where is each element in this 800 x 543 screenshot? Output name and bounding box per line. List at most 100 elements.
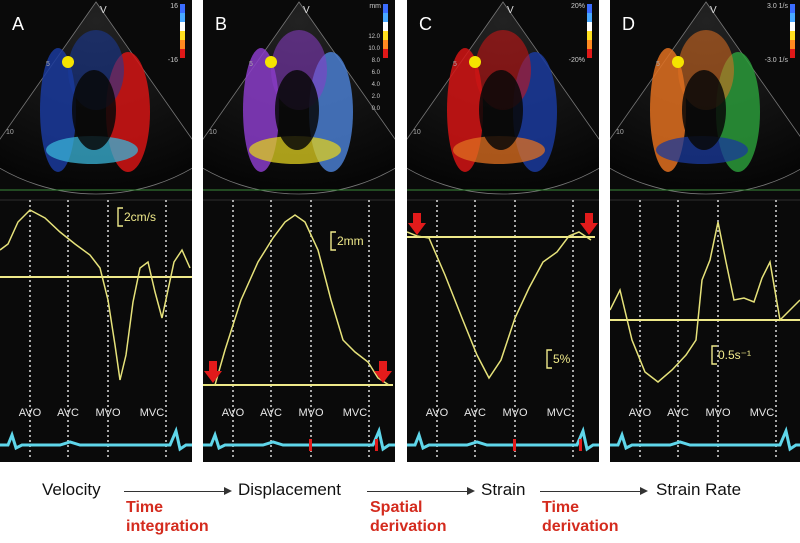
event-label-mvc: MVC	[750, 407, 775, 419]
myocardium-base	[46, 136, 138, 164]
scale-swatch-0	[383, 4, 388, 13]
operation-1-line-2: integration	[126, 518, 209, 535]
flow-step-displacement: Displacement	[238, 480, 341, 499]
ecg-trace	[0, 426, 192, 452]
calibration-bracket	[711, 345, 717, 365]
scale-top-label: 20%	[571, 3, 585, 10]
scale-swatch-1	[587, 13, 592, 22]
amplitude-label: 2cm/s	[124, 210, 156, 224]
apex-label: V	[507, 5, 514, 16]
scale-bottom-label: -20%	[569, 57, 585, 64]
scale-swatch-3	[587, 31, 592, 40]
scale-value-2: 8.0	[372, 58, 381, 64]
red-arrow-0	[204, 361, 222, 383]
operation-time-derivation: Time derivation	[542, 498, 618, 536]
scale-value-5: 2.0	[372, 94, 381, 100]
scale-swatch-5	[180, 49, 185, 58]
scale-top-label: mm	[369, 3, 381, 10]
scale-swatch-4	[180, 40, 185, 49]
ecg-trace	[407, 426, 599, 452]
event-label-avc: AVC	[464, 407, 486, 419]
deformation-curve	[203, 214, 390, 386]
ecg-marker-mvo	[513, 439, 516, 451]
myocardium-base	[656, 136, 748, 164]
scale-value-6: 0.0	[372, 106, 381, 112]
red-arrow-1	[374, 361, 392, 383]
flow-arrow-2	[367, 491, 467, 492]
event-label-mvo: MVO	[95, 407, 121, 419]
deformation-curve	[0, 209, 191, 381]
scale-swatch-4	[383, 40, 388, 49]
event-label-avc: AVC	[57, 407, 79, 419]
event-label-avo: AVO	[426, 407, 449, 419]
scale-top-label: 16	[170, 3, 178, 10]
operation-2-line-2: derivation	[370, 518, 447, 535]
flow-arrow-3-head	[640, 487, 648, 495]
operation-3-line-2: derivation	[542, 518, 619, 535]
deformation-curve	[407, 231, 592, 380]
scale-swatch-4	[587, 40, 592, 49]
sample-marker	[265, 56, 277, 68]
event-label-mvo: MVO	[298, 407, 324, 419]
scale-swatch-2	[383, 22, 388, 31]
ecg-trace	[610, 426, 800, 452]
scale-swatch-2	[180, 22, 185, 31]
scale-swatch-2	[790, 22, 795, 31]
calibration-bracket	[330, 231, 336, 251]
event-label-mvo: MVO	[705, 407, 731, 419]
scale-top-label: 3.0 1/s	[767, 3, 789, 10]
flow-arrow-1-head	[224, 487, 232, 495]
depth-mark-10: 10	[209, 129, 217, 136]
amplitude-label: 0.5s⁻¹	[718, 348, 751, 362]
scale-swatch-4	[790, 40, 795, 49]
flow-step-strain: Strain	[481, 480, 526, 499]
panel-a: A V 16 -16 5 10 AVO AVC MVO MVC 2cm/s	[0, 0, 192, 462]
sample-marker	[672, 56, 684, 68]
scale-bottom-label: -16	[168, 57, 178, 64]
scale-swatch-1	[383, 13, 388, 22]
ecg-marker-mvc	[579, 439, 582, 451]
red-arrow-0	[408, 213, 426, 235]
scale-swatch-0	[180, 4, 185, 13]
scale-swatch-5	[587, 49, 592, 58]
apex-label: V	[303, 5, 310, 16]
scale-swatch-1	[790, 13, 795, 22]
operation-time-integration: Time integration	[126, 498, 209, 536]
event-label-mvo: MVO	[502, 407, 528, 419]
scale-value-1: 10.0	[368, 46, 380, 52]
event-label-avo: AVO	[19, 407, 42, 419]
ventricle-cavity	[275, 70, 319, 150]
scale-swatch-3	[383, 31, 388, 40]
scale-swatch-0	[790, 4, 795, 13]
sample-marker	[469, 56, 481, 68]
flow-arrow-2-head	[467, 487, 475, 495]
calibration-bracket	[117, 207, 123, 227]
depth-mark-5: 5	[46, 61, 50, 68]
amplitude-label: 2mm	[337, 234, 364, 248]
ventricle-cavity	[682, 70, 726, 150]
scale-swatch-2	[587, 22, 592, 31]
operation-spatial-derivation: Spatial derivation	[370, 498, 446, 536]
scale-bottom-label: -3.0 1/s	[765, 57, 789, 64]
ventricle-cavity	[72, 70, 116, 150]
ventricle-cavity	[479, 70, 523, 150]
flow-arrow-1	[124, 491, 224, 492]
scale-swatch-3	[790, 31, 795, 40]
scale-swatch-5	[790, 49, 795, 58]
depth-mark-10: 10	[6, 129, 14, 136]
apex-label: V	[100, 5, 107, 16]
depth-mark-5: 5	[249, 61, 253, 68]
panel-letter: B	[215, 14, 227, 34]
event-label-mvc: MVC	[547, 407, 572, 419]
myocardium-base	[453, 136, 545, 164]
apex-label: V	[710, 5, 717, 16]
panel-d: D V 3.0 1/s -3.0 1/s 5 10 AVO AVC MVO MVC 0.5s⁻¹	[610, 0, 800, 462]
panel-letter: C	[419, 14, 432, 34]
flow-step-strain-rate: Strain Rate	[656, 480, 742, 499]
ecg-marker-mvo	[309, 439, 312, 451]
panel-letter: A	[12, 14, 24, 34]
scale-value-4: 4.0	[372, 82, 381, 88]
scale-value-3: 6.0	[372, 70, 381, 76]
panel-b: B V mm 12.0 10.0 8.0 6.0 4.0 2.0 0.0 5 10 AVO AVC MVO M…	[203, 0, 395, 462]
ecg-marker-mvc	[375, 439, 378, 451]
